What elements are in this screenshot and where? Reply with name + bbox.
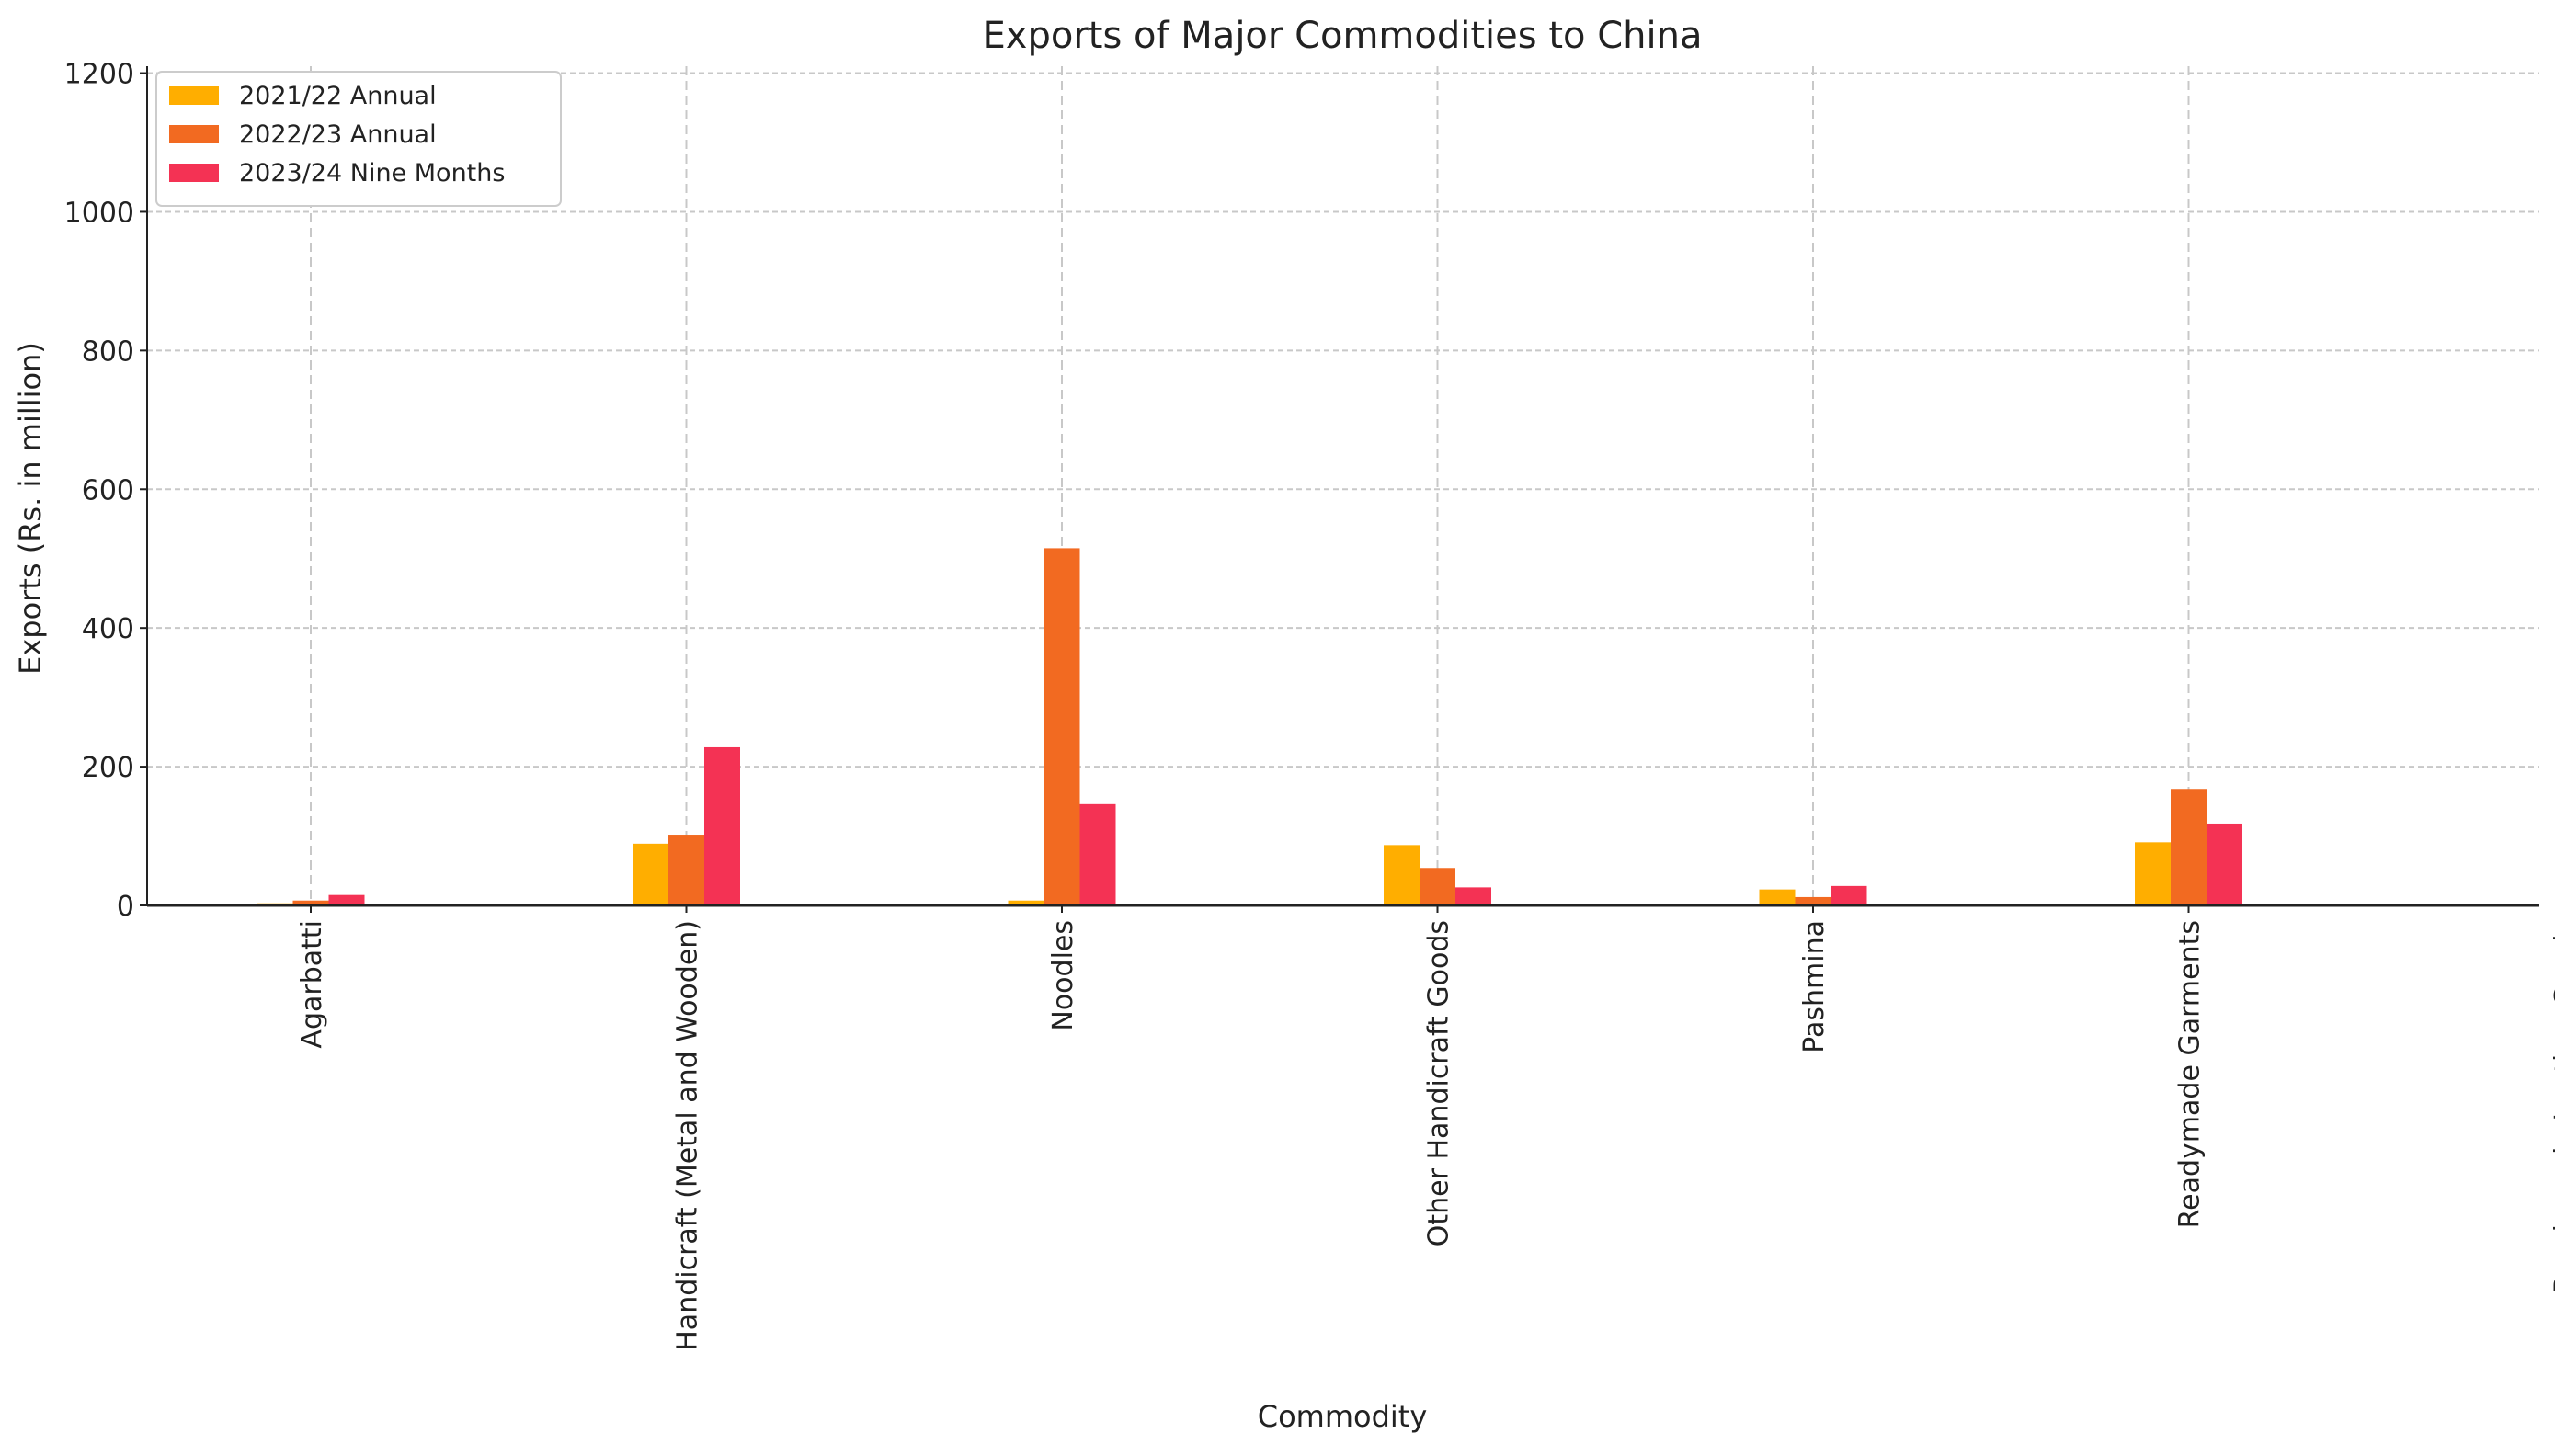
legend-swatch xyxy=(169,125,219,143)
y-tick-label: 200 xyxy=(82,752,134,784)
x-axis-label: Commodity xyxy=(1258,1399,1428,1434)
legend-swatch xyxy=(169,164,219,182)
x-tick-label: Readymade Leather Goods xyxy=(2549,920,2555,1294)
bar-0 xyxy=(1759,889,1796,905)
legend-label: 2022/23 Annual xyxy=(239,120,437,149)
x-tick-label: Agarbatti xyxy=(296,920,328,1049)
x-tick-label: Readymade Garments xyxy=(2174,920,2207,1228)
bar-1 xyxy=(668,835,704,905)
bar-0 xyxy=(633,843,668,905)
legend-label: 2023/24 Nine Months xyxy=(239,159,505,188)
bar-2 xyxy=(704,746,740,905)
bar-1 xyxy=(292,900,329,905)
x-tick-label: Noodles xyxy=(1047,920,1079,1031)
y-tick-label: 400 xyxy=(82,613,134,645)
y-tick-label: 0 xyxy=(117,891,134,923)
y-axis-label: Exports (Rs. in million) xyxy=(13,342,48,675)
bar-2 xyxy=(1455,887,1491,905)
bar-2 xyxy=(1831,885,1867,905)
bar-0 xyxy=(1008,900,1044,905)
bar-1 xyxy=(1044,548,1080,905)
bar-0 xyxy=(1384,845,1420,905)
y-tick-label: 1000 xyxy=(64,197,134,229)
bar-2 xyxy=(1079,803,1116,905)
bar-2 xyxy=(2207,823,2242,905)
bar-2 xyxy=(328,894,365,905)
x-tick-label: Other Handicraft Goods xyxy=(1423,920,1455,1246)
legend-swatch xyxy=(169,86,219,105)
chart-title: Exports of Major Commodities to China xyxy=(983,15,1703,57)
legend-box xyxy=(155,71,562,207)
legend-label: 2021/22 Annual xyxy=(239,82,437,110)
y-tick-label: 600 xyxy=(82,474,134,506)
x-tick-label: Handicraft (Metal and Wooden) xyxy=(672,920,704,1351)
x-tick-label: Pashmina xyxy=(1798,920,1831,1053)
y-tick-label: 1200 xyxy=(64,59,134,91)
y-tick-label: 800 xyxy=(82,336,134,368)
bar-0 xyxy=(2135,842,2171,905)
bar-1 xyxy=(1420,868,1455,905)
bar-1 xyxy=(2171,789,2207,905)
bar-1 xyxy=(1795,896,1831,905)
